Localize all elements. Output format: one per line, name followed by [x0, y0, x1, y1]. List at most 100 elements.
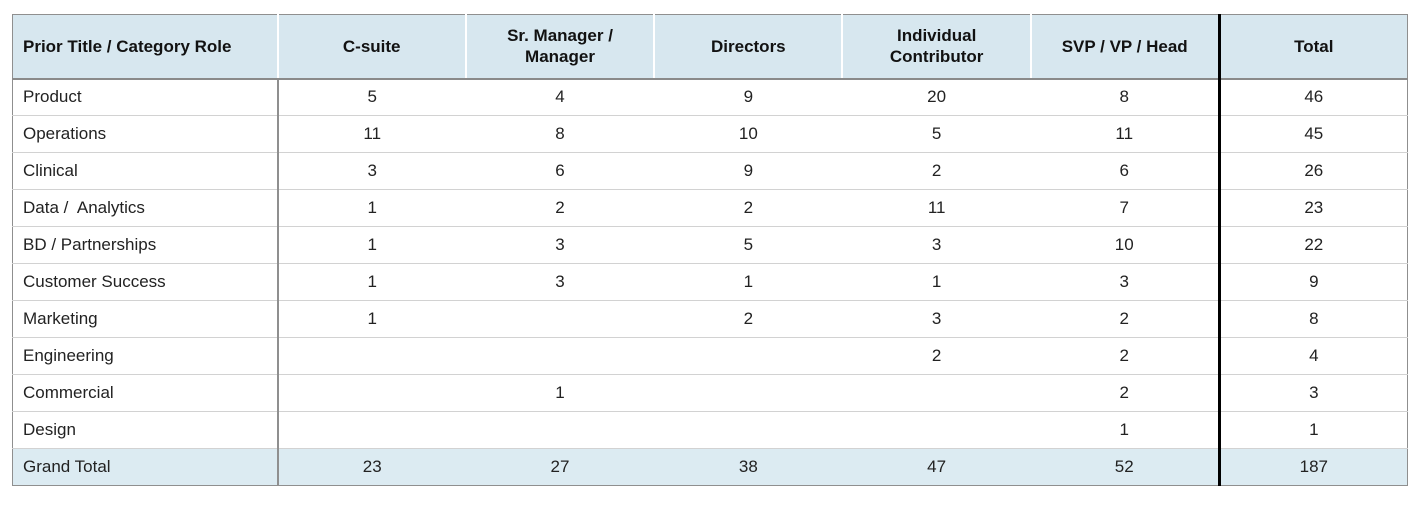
cell-value: 2 [654, 300, 843, 338]
cell-value: 10 [1030, 226, 1221, 264]
cell-value: 2 [1030, 337, 1221, 375]
cell-value: 9 [654, 78, 843, 116]
cell-value: 9 [1219, 263, 1408, 301]
cell-value: 1 [277, 263, 466, 301]
cell-value [842, 411, 1031, 449]
cell-value: 1 [1030, 411, 1221, 449]
table-row: Commercial 1 2 3 [12, 374, 1408, 412]
cell-value: 46 [1219, 78, 1408, 116]
cell-value [277, 337, 466, 375]
cell-value: 27 [465, 448, 655, 486]
cell-value: 9 [654, 152, 843, 190]
cell-value: 5 [654, 226, 843, 264]
cell-value: 26 [1219, 152, 1408, 190]
cell-value: 2 [842, 152, 1031, 190]
cell-value: 187 [1219, 448, 1408, 486]
cell-value: 6 [1030, 152, 1221, 190]
table-body: Product 5 4 9 20 8 46 Operations 11 8 10 5 11 45 Clini… [12, 78, 1408, 486]
cell-value: 2 [1030, 300, 1221, 338]
row-label: Design [12, 411, 279, 449]
column-header-5: SVP / VP / Head [1030, 14, 1221, 80]
row-label: BD / Partnerships [12, 226, 279, 264]
cell-value: 1 [1219, 411, 1408, 449]
table-row: BD / Partnerships 1 3 5 3 10 22 [12, 226, 1408, 264]
cell-value: 3 [1219, 374, 1408, 412]
cell-value: 38 [654, 448, 843, 486]
cell-value: 6 [465, 152, 655, 190]
cell-value: 47 [842, 448, 1031, 486]
cell-value: 45 [1219, 115, 1408, 153]
header-row: Prior Title / Category Role C-suite Sr. Ma… [12, 14, 1408, 80]
cell-value: 22 [1219, 226, 1408, 264]
column-header-3: Directors [654, 14, 844, 80]
row-label: Engineering [12, 337, 279, 375]
cell-value: 11 [842, 189, 1031, 227]
grand-total-row: Grand Total 23 27 38 47 52 187 [12, 448, 1408, 486]
cell-value: 2 [465, 189, 655, 227]
cell-value [842, 374, 1031, 412]
cell-value [277, 411, 466, 449]
cell-value: 52 [1030, 448, 1221, 486]
cell-value: 1 [465, 374, 655, 412]
cell-value: 2 [1030, 374, 1221, 412]
cell-value [654, 374, 843, 412]
cell-value: 11 [277, 115, 466, 153]
cell-value: 3 [465, 226, 655, 264]
cell-value: 4 [1219, 337, 1408, 375]
cell-value: 1 [654, 263, 843, 301]
cell-value [277, 374, 466, 412]
table-row: Clinical 3 6 9 2 6 26 [12, 152, 1408, 190]
cell-value: 4 [465, 78, 655, 116]
cell-value: 1 [842, 263, 1031, 301]
cell-value: 23 [1219, 189, 1408, 227]
row-label: Marketing [12, 300, 279, 338]
crosstab-table: Prior Title / Category Role C-suite Sr. Ma… [12, 14, 1408, 486]
row-label: Data / Analytics [12, 189, 279, 227]
cell-value: 10 [654, 115, 843, 153]
cell-value: 3 [277, 152, 466, 190]
table-row: Product 5 4 9 20 8 46 [12, 78, 1408, 116]
cell-value [654, 411, 843, 449]
cell-value: 1 [277, 226, 466, 264]
cell-value: 3 [842, 300, 1031, 338]
cell-value [465, 411, 655, 449]
cell-value: 7 [1030, 189, 1221, 227]
prior-title-category-table: Prior Title / Category Role C-suite Sr. Ma… [12, 14, 1408, 486]
cell-value: 2 [654, 189, 843, 227]
cell-value: 20 [842, 78, 1031, 116]
column-header-2: Sr. Manager / Manager [465, 14, 656, 80]
row-label: Product [12, 78, 279, 116]
table-row: Customer Success 1 3 1 1 3 9 [12, 263, 1408, 301]
table-row: Marketing 1 2 3 2 8 [12, 300, 1408, 338]
table-row: Design 1 1 [12, 411, 1408, 449]
cell-value: 5 [842, 115, 1031, 153]
cell-value: 23 [277, 448, 466, 486]
cell-value: 8 [465, 115, 655, 153]
column-header-1: C-suite [277, 14, 467, 80]
cell-value: 1 [277, 300, 466, 338]
row-label: Commercial [12, 374, 279, 412]
cell-value: 5 [277, 78, 466, 116]
table-header: Prior Title / Category Role C-suite Sr. Ma… [12, 14, 1408, 80]
row-label: Operations [12, 115, 279, 153]
cell-value: 8 [1030, 78, 1221, 116]
table-row: Data / Analytics 1 2 2 11 7 23 [12, 189, 1408, 227]
cell-value: 2 [842, 337, 1031, 375]
row-label: Grand Total [12, 448, 279, 486]
cell-value: 3 [842, 226, 1031, 264]
table-row: Engineering 2 2 4 [12, 337, 1408, 375]
cell-value: 1 [277, 189, 466, 227]
row-label: Clinical [12, 152, 279, 190]
column-header-0: Prior Title / Category Role [12, 14, 279, 80]
cell-value [465, 300, 655, 338]
cell-value: 8 [1219, 300, 1408, 338]
row-label: Customer Success [12, 263, 279, 301]
table-row: Operations 11 8 10 5 11 45 [12, 115, 1408, 153]
cell-value: 3 [465, 263, 655, 301]
cell-value [654, 337, 843, 375]
cell-value: 3 [1030, 263, 1221, 301]
column-header-6: Total [1219, 14, 1408, 80]
cell-value: 11 [1030, 115, 1221, 153]
cell-value [465, 337, 655, 375]
